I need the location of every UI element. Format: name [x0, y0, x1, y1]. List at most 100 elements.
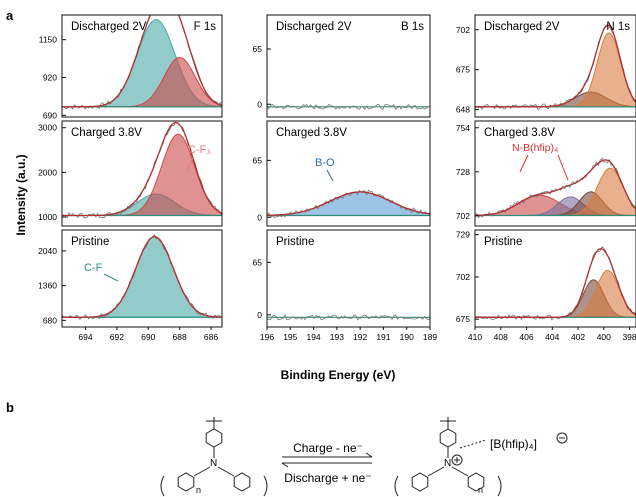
x-tick-label: 192: [353, 332, 367, 342]
plot-frame: [266, 120, 431, 227]
xps-panel: 675 702 729 410 408 406 404 402 400 398 Pristine: [456, 229, 636, 342]
x-tick-label: 196: [260, 332, 274, 342]
benzene-ring: [467, 472, 485, 492]
ionic-interaction: [459, 439, 487, 449]
y-tick-label: 1360: [38, 281, 57, 291]
y-tick-label: 0: [257, 310, 262, 320]
x-tick-label: 686: [204, 332, 218, 342]
fit-peak: [475, 32, 636, 108]
y-tick-label: 754: [456, 123, 470, 133]
plot-area: [475, 24, 636, 110]
xps-panel: 680 1360 2040 694 692 690 688 686 Pristine: [38, 229, 223, 342]
y-tick-label: 680: [43, 315, 57, 325]
state-label: Discharged 2V: [276, 21, 352, 33]
benzene-ring: [233, 472, 251, 492]
x-tick-label: 195: [283, 332, 297, 342]
x-tick-label: 193: [330, 332, 344, 342]
x-tick-label: 694: [78, 332, 92, 342]
y-tick-label: 3000: [38, 123, 57, 133]
y-tick-label: 65: [253, 257, 263, 267]
bond: [451, 466, 469, 477]
scheme-reverse-label: Discharge + ne⁻: [284, 471, 371, 485]
y-tick-label: 702: [456, 272, 470, 282]
callout-arrow: [186, 157, 194, 171]
polymer-bracket: [497, 475, 502, 497]
plot-frame: [61, 14, 223, 118]
x-tick-label: 406: [519, 332, 533, 342]
x-tick-label: 688: [173, 332, 187, 342]
scheme-subscript-left: n: [196, 485, 201, 495]
raw-spectrum: [267, 313, 430, 321]
plot-area: [475, 246, 636, 321]
xps-panel: 1000 2000 3000 Charged 3.8V: [38, 120, 223, 227]
state-label: Discharged 2V: [71, 21, 147, 33]
arrowhead: [281, 462, 289, 468]
x-tick-label: 400: [597, 332, 611, 342]
y-tick-label: 0: [257, 99, 262, 109]
callout-cf3: C-F₃: [188, 144, 211, 156]
benzene-ring: [205, 428, 223, 448]
panel-a-label: a: [6, 8, 14, 23]
polymer-bracket: [160, 475, 165, 497]
y-tick-label: 648: [456, 105, 470, 115]
fit-peak: [475, 269, 636, 318]
plot-area: [62, 15, 222, 110]
positive-charge: [451, 454, 463, 466]
y-tick-label: 920: [43, 73, 57, 83]
benzene-ring: [439, 428, 457, 448]
y-tick-label: 675: [456, 65, 470, 75]
xps-panel: 702 728 754 Charged 3.8V: [456, 120, 636, 227]
x-axis-title: Binding Energy (eV): [281, 368, 396, 382]
plot-area: [62, 233, 222, 321]
callout-cf: C-F: [84, 262, 103, 274]
callout-arrow: [519, 154, 529, 173]
scheme-anion-label: [B(hfip)₄]: [490, 437, 537, 451]
x-tick-label: 690: [141, 332, 155, 342]
callout-arrow: [557, 154, 569, 181]
envelope-fit: [62, 121, 222, 217]
bond: [193, 466, 211, 477]
raw-spectrum: [475, 157, 636, 219]
benzene-ring: [177, 472, 195, 492]
y-tick-label: 2040: [38, 246, 57, 256]
x-tick-label: 189: [423, 332, 437, 342]
callout-nb: N-B(hfip)₄: [512, 142, 558, 154]
y-tick-label: 675: [456, 314, 470, 324]
y-tick-label: 0: [257, 212, 262, 222]
plot-area: [267, 313, 430, 321]
state-label: Pristine: [71, 236, 109, 248]
y-tick-label: 2000: [38, 167, 57, 177]
element-label: F 1s: [194, 21, 217, 33]
scheme-forward-label: Charge - ne⁻: [293, 441, 363, 455]
x-tick-label: 402: [571, 332, 585, 342]
xps-panel: 0 65 Discharged 2V B 1s: [253, 14, 431, 118]
plot-frame: [474, 120, 636, 227]
y-tick-label: 690: [43, 110, 57, 120]
envelope-fit: [62, 235, 222, 318]
y-axis-title: Intensity (a.u.): [14, 154, 28, 235]
plot-frame: [61, 229, 223, 328]
envelope-fit: [267, 191, 430, 216]
scheme-subscript-right: n: [478, 485, 483, 495]
plot-area: [62, 121, 222, 219]
x-tick-label: 692: [110, 332, 124, 342]
benzene-ring: [411, 472, 429, 492]
raw-spectrum: [267, 103, 430, 111]
state-label: Charged 3.8V: [71, 127, 142, 139]
x-tick-label: 410: [468, 332, 482, 342]
envelope-fit: [475, 24, 636, 108]
polymer-bracket: [394, 475, 399, 497]
x-tick-label: 404: [545, 332, 559, 342]
bond: [427, 466, 445, 477]
x-tick-label: 408: [494, 332, 508, 342]
negative-charge: [556, 432, 568, 444]
plot-frame: [266, 229, 431, 328]
element-label: N 1s: [606, 21, 630, 33]
state-label: Discharged 2V: [484, 21, 560, 33]
state-label: Charged 3.8V: [276, 127, 347, 139]
nitrogen-atom: N: [444, 458, 451, 469]
xps-panels: 690 920 1150 Discharged 2V F 1s 1000 2000 3000 C…: [38, 14, 636, 342]
xps-panel: 690 920 1150 Discharged 2V F 1s: [39, 14, 223, 120]
envelope-fit: [62, 15, 222, 108]
